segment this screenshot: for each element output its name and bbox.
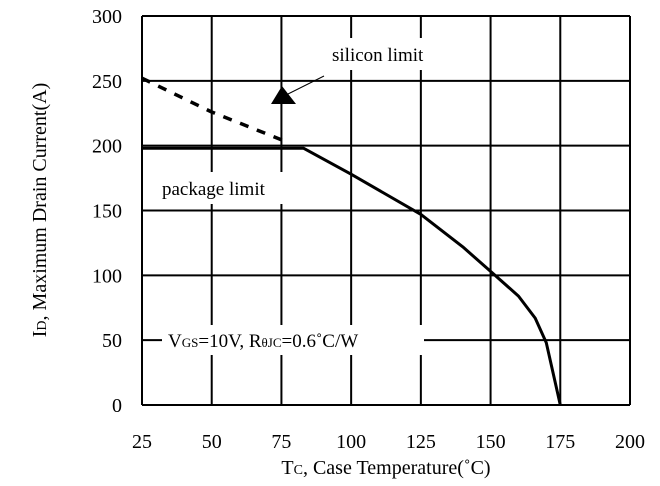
- x-tick-label: 200: [615, 431, 645, 453]
- y-tick-label: 100: [92, 265, 122, 287]
- y-tick-label: 200: [92, 136, 122, 158]
- y-axis-label: ID, Maximum Drain Current(A): [29, 83, 51, 338]
- y-tick-label: 150: [92, 201, 122, 223]
- silicon-arrow-head: [271, 86, 296, 104]
- silicon-limit-label: silicon limit: [332, 45, 424, 66]
- package-label-bg: [152, 172, 292, 204]
- x-tick-label: 50: [202, 431, 222, 453]
- package-limit-label: package limit: [162, 179, 266, 200]
- x-tick-labels: 25 50 75 100 125 150 175 200: [132, 431, 645, 453]
- x-tick-label: 150: [476, 431, 506, 453]
- series-package-limit-line: [142, 146, 562, 406]
- y-tick-label: 300: [92, 6, 122, 28]
- y-tick-label: 50: [102, 330, 122, 352]
- silicon-label-bg: [318, 38, 442, 70]
- x-axis-label: TC, Case Temperature(˚C): [281, 457, 490, 479]
- condition-label: VGS=10V, RθJC=0.6˚C/W: [168, 331, 358, 352]
- x-tick-label: 175: [545, 431, 575, 453]
- x-tick-label: 25: [132, 431, 152, 453]
- x-tick-label: 100: [336, 431, 366, 453]
- y-tick-label: 0: [112, 395, 122, 417]
- y-tick-label: 250: [92, 71, 122, 93]
- silicon-arrow-line: [287, 75, 325, 95]
- series-silicon-limit-line: [141, 76, 291, 145]
- condition-label-bg: [162, 325, 424, 355]
- y-tick-labels: 0 50 100 150 200 250 300: [92, 6, 122, 417]
- x-tick-label: 125: [406, 431, 436, 453]
- x-tick-label: 75: [271, 431, 291, 453]
